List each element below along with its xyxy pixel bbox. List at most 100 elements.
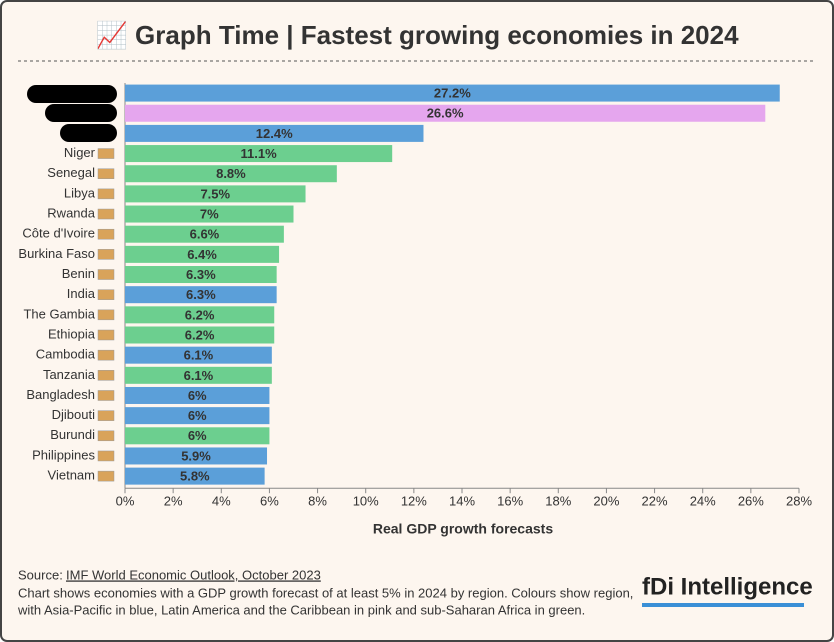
flag [97, 208, 115, 220]
flag [97, 450, 115, 462]
bar [125, 245, 280, 263]
category-label: Côte d'Ivoire [22, 226, 95, 241]
x-tick-label: 24% [690, 494, 716, 509]
x-axis-title: Real GDP growth forecasts [373, 521, 553, 537]
x-tick-label: 8% [308, 494, 327, 509]
x-tick-label: 12% [401, 494, 427, 509]
logo: fDi Intelligence [642, 573, 813, 600]
note-line: with Asia-Pacific in blue, Latin America… [17, 602, 585, 617]
value-label: 6.3% [186, 287, 216, 302]
category-label: Djibouti [52, 407, 95, 422]
category-label: Rwanda [47, 205, 95, 220]
value-label: 6% [188, 408, 207, 423]
flag [97, 349, 115, 361]
flag [97, 370, 115, 381]
flag [97, 269, 115, 280]
bar [125, 447, 268, 465]
redaction [60, 124, 117, 142]
redaction [27, 85, 117, 103]
flag [97, 289, 115, 300]
value-label: 5.9% [181, 448, 211, 463]
flag [97, 329, 115, 341]
x-tick-label: 2% [164, 494, 183, 509]
value-label: 7.5% [200, 186, 230, 201]
value-label: 6.2% [185, 327, 215, 342]
category-label: Benin [62, 266, 95, 281]
x-tick-label: 6% [260, 494, 279, 509]
source-prefix: Source: [18, 567, 63, 582]
bar [125, 84, 780, 102]
x-tick-label: 18% [545, 494, 571, 509]
value-label: 12.4% [256, 126, 293, 141]
value-label: 6.3% [186, 267, 216, 282]
category-label: Burundi [50, 427, 95, 442]
bar [125, 124, 424, 142]
x-tick-label: 22% [642, 494, 668, 509]
value-label: 6.2% [185, 307, 215, 322]
category-label: Philippines [32, 447, 95, 462]
x-tick-label: 14% [449, 494, 475, 509]
redaction [45, 104, 117, 122]
bar [125, 205, 294, 223]
flag [97, 228, 115, 240]
value-label: 26.6% [427, 106, 464, 121]
category-label: Libya [64, 185, 96, 200]
value-label: 6% [188, 388, 207, 403]
value-label: 6% [188, 428, 207, 443]
category-label: Senegal [47, 165, 95, 180]
value-label: 11.1% [241, 146, 278, 161]
value-label: 5.8% [180, 469, 210, 484]
category-label: Bangladesh [26, 387, 95, 402]
flag [97, 390, 115, 401]
x-tick-label: 28% [786, 494, 812, 509]
x-tick-label: 16% [497, 494, 523, 509]
value-label: 6.1% [184, 368, 214, 383]
flag [97, 148, 115, 159]
x-tick-label: 4% [212, 494, 231, 509]
bar [125, 165, 337, 183]
flag [97, 168, 115, 179]
x-tick-label: 10% [353, 494, 379, 509]
bar [125, 467, 265, 485]
value-label: 6.1% [184, 348, 214, 363]
x-tick-label: 0% [116, 494, 135, 509]
category-label: Vietnam [48, 468, 95, 483]
value-label: 27.2% [434, 86, 471, 101]
bar [125, 306, 275, 324]
source-link[interactable]: IMF World Economic Outlook, October 2023 [66, 567, 321, 582]
bar [125, 145, 393, 163]
x-tick-label: 26% [738, 494, 764, 509]
chart-title: 📈 Graph Time | Fastest growing economies… [95, 20, 739, 50]
category-label: India [67, 286, 96, 301]
bar [125, 225, 284, 243]
flag [97, 309, 115, 321]
note-line: Chart shows economies with a GDP growth … [18, 585, 633, 600]
bar [125, 326, 275, 344]
value-label: 7% [200, 206, 219, 221]
flag [97, 249, 115, 260]
bar [125, 266, 277, 284]
bar [125, 346, 272, 364]
bar [125, 104, 766, 122]
category-label: Niger [64, 145, 96, 160]
x-tick-label: 20% [593, 494, 619, 509]
bar [125, 407, 270, 425]
flag [97, 410, 115, 421]
flag [97, 188, 115, 200]
category-label: Tanzania [43, 367, 96, 382]
bar [125, 366, 272, 384]
flag [97, 470, 115, 482]
bar [125, 386, 270, 404]
bar [125, 286, 277, 304]
category-label: Ethiopia [48, 326, 96, 341]
category-label: Cambodia [36, 347, 96, 362]
logo-underline [642, 603, 804, 607]
category-label: The Gambia [23, 306, 95, 321]
value-label: 8.8% [216, 166, 246, 181]
value-label: 6.4% [187, 247, 217, 262]
value-label: 6.6% [190, 227, 220, 242]
bar [125, 427, 270, 445]
category-label: Burkina Faso [18, 246, 95, 261]
